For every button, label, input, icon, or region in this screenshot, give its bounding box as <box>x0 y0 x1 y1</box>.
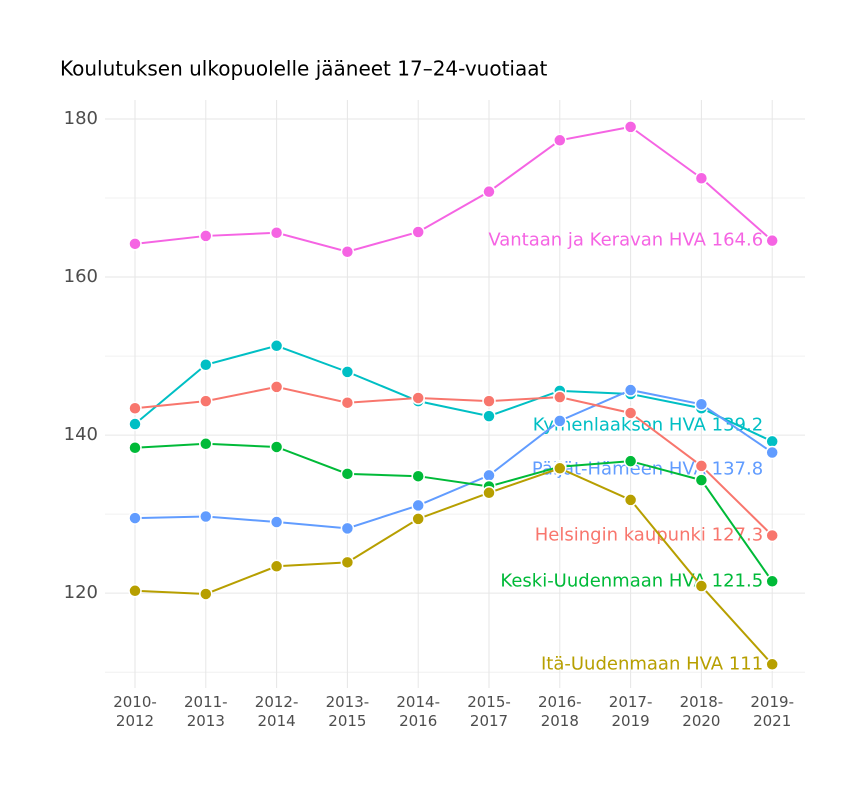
data-point <box>694 397 709 412</box>
data-point <box>765 434 779 449</box>
chart-title: Koulutuksen ulkopuolelle jääneet 17–24-v… <box>60 57 547 81</box>
end-label: Keski-Uudenmaan HVA 121.5 <box>500 570 763 591</box>
x-tick-label: 2016- 2018 <box>538 693 582 730</box>
data-point <box>199 509 213 524</box>
x-tick-label: 2017- 2019 <box>608 693 653 730</box>
x-tick-label: 2012- 2014 <box>254 693 299 730</box>
data-point <box>482 394 496 408</box>
series-name: Itä-Uudenmaan HVA <box>541 653 724 674</box>
data-point <box>199 394 213 408</box>
series-name: Kymenlaakson HVA <box>533 414 707 435</box>
x-tick-label: 2019- 2021 <box>750 693 794 730</box>
data-point <box>694 459 709 473</box>
value-label: 121.5 <box>712 570 764 591</box>
data-point <box>199 587 213 601</box>
data-point <box>340 555 355 570</box>
series-line <box>134 442 774 582</box>
y-tick-label: 160 <box>64 266 98 287</box>
x-tick-label: 2014- 2016 <box>396 693 440 730</box>
data-point <box>411 225 425 239</box>
x-tick-label: 2010- 2012 <box>113 693 157 730</box>
series-name: Helsingin kaupunki <box>535 524 706 545</box>
data-point <box>482 486 496 500</box>
data-point <box>553 133 567 148</box>
x-tick-label: 2011- 2013 <box>184 693 228 730</box>
series-line <box>134 389 773 530</box>
data-point <box>269 440 284 454</box>
y-tick-label: 140 <box>64 424 98 445</box>
end-label: Helsingin kaupunki 127.3 <box>535 524 763 545</box>
data-point <box>623 493 638 507</box>
series-name: Vantaan ja Keravan HVA <box>488 230 706 251</box>
data-point <box>199 229 213 243</box>
data-point <box>411 469 425 483</box>
data-point <box>694 579 709 593</box>
series-line <box>134 125 773 253</box>
end-label: Kymenlaakson HVA 139.2 <box>533 414 763 435</box>
data-point <box>128 511 142 525</box>
data-point <box>411 498 425 513</box>
data-point <box>411 512 425 526</box>
data-point <box>340 365 355 379</box>
data-point <box>482 184 496 199</box>
data-point <box>765 445 779 460</box>
value-label: 164.6 <box>712 230 764 251</box>
end-label: Päijät-Hämeen HVA 137.8 <box>532 458 763 479</box>
data-point <box>128 584 142 598</box>
value-label: 111 <box>729 653 763 674</box>
data-point <box>482 409 496 423</box>
data-point <box>411 391 425 405</box>
value-label: 127.3 <box>712 524 764 545</box>
data-point <box>269 226 284 240</box>
data-point <box>482 468 496 483</box>
series-name: Keski-Uudenmaan HVA <box>500 570 706 591</box>
data-point <box>199 358 213 372</box>
data-point <box>128 440 142 455</box>
data-point <box>128 417 142 431</box>
x-tick-label: 2015- 2017 <box>467 693 511 730</box>
data-point <box>340 467 355 481</box>
x-tick-label: 2018- 2020 <box>679 693 724 730</box>
data-point <box>553 414 567 428</box>
end-label: Vantaan ja Keravan HVA 164.6 <box>488 230 763 251</box>
data-point <box>553 461 567 476</box>
data-point <box>623 454 638 468</box>
series-line <box>134 385 773 537</box>
data-point <box>765 233 779 248</box>
end-label: Itä-Uudenmaan HVA 111 <box>541 653 763 674</box>
data-point <box>765 574 779 589</box>
data-point <box>340 395 355 410</box>
value-label: 137.8 <box>712 458 764 479</box>
data-point <box>765 528 779 543</box>
data-point <box>340 244 355 259</box>
data-point <box>553 390 567 404</box>
data-point <box>694 473 709 487</box>
data-point <box>623 406 638 420</box>
data-point <box>199 437 213 451</box>
data-point <box>269 515 284 529</box>
series-line <box>134 467 773 665</box>
series-line <box>134 344 773 443</box>
data-point <box>340 521 355 536</box>
data-point <box>269 380 284 394</box>
y-tick-label: 120 <box>64 582 98 603</box>
x-tick-label: 2013- 2015 <box>325 693 370 730</box>
data-point <box>623 120 638 134</box>
data-point <box>269 339 284 353</box>
data-point <box>765 657 779 672</box>
data-point <box>128 237 142 251</box>
data-point <box>694 171 709 185</box>
data-point <box>623 383 638 397</box>
y-tick-label: 180 <box>64 108 98 129</box>
data-point <box>128 401 142 415</box>
data-point <box>269 559 284 574</box>
